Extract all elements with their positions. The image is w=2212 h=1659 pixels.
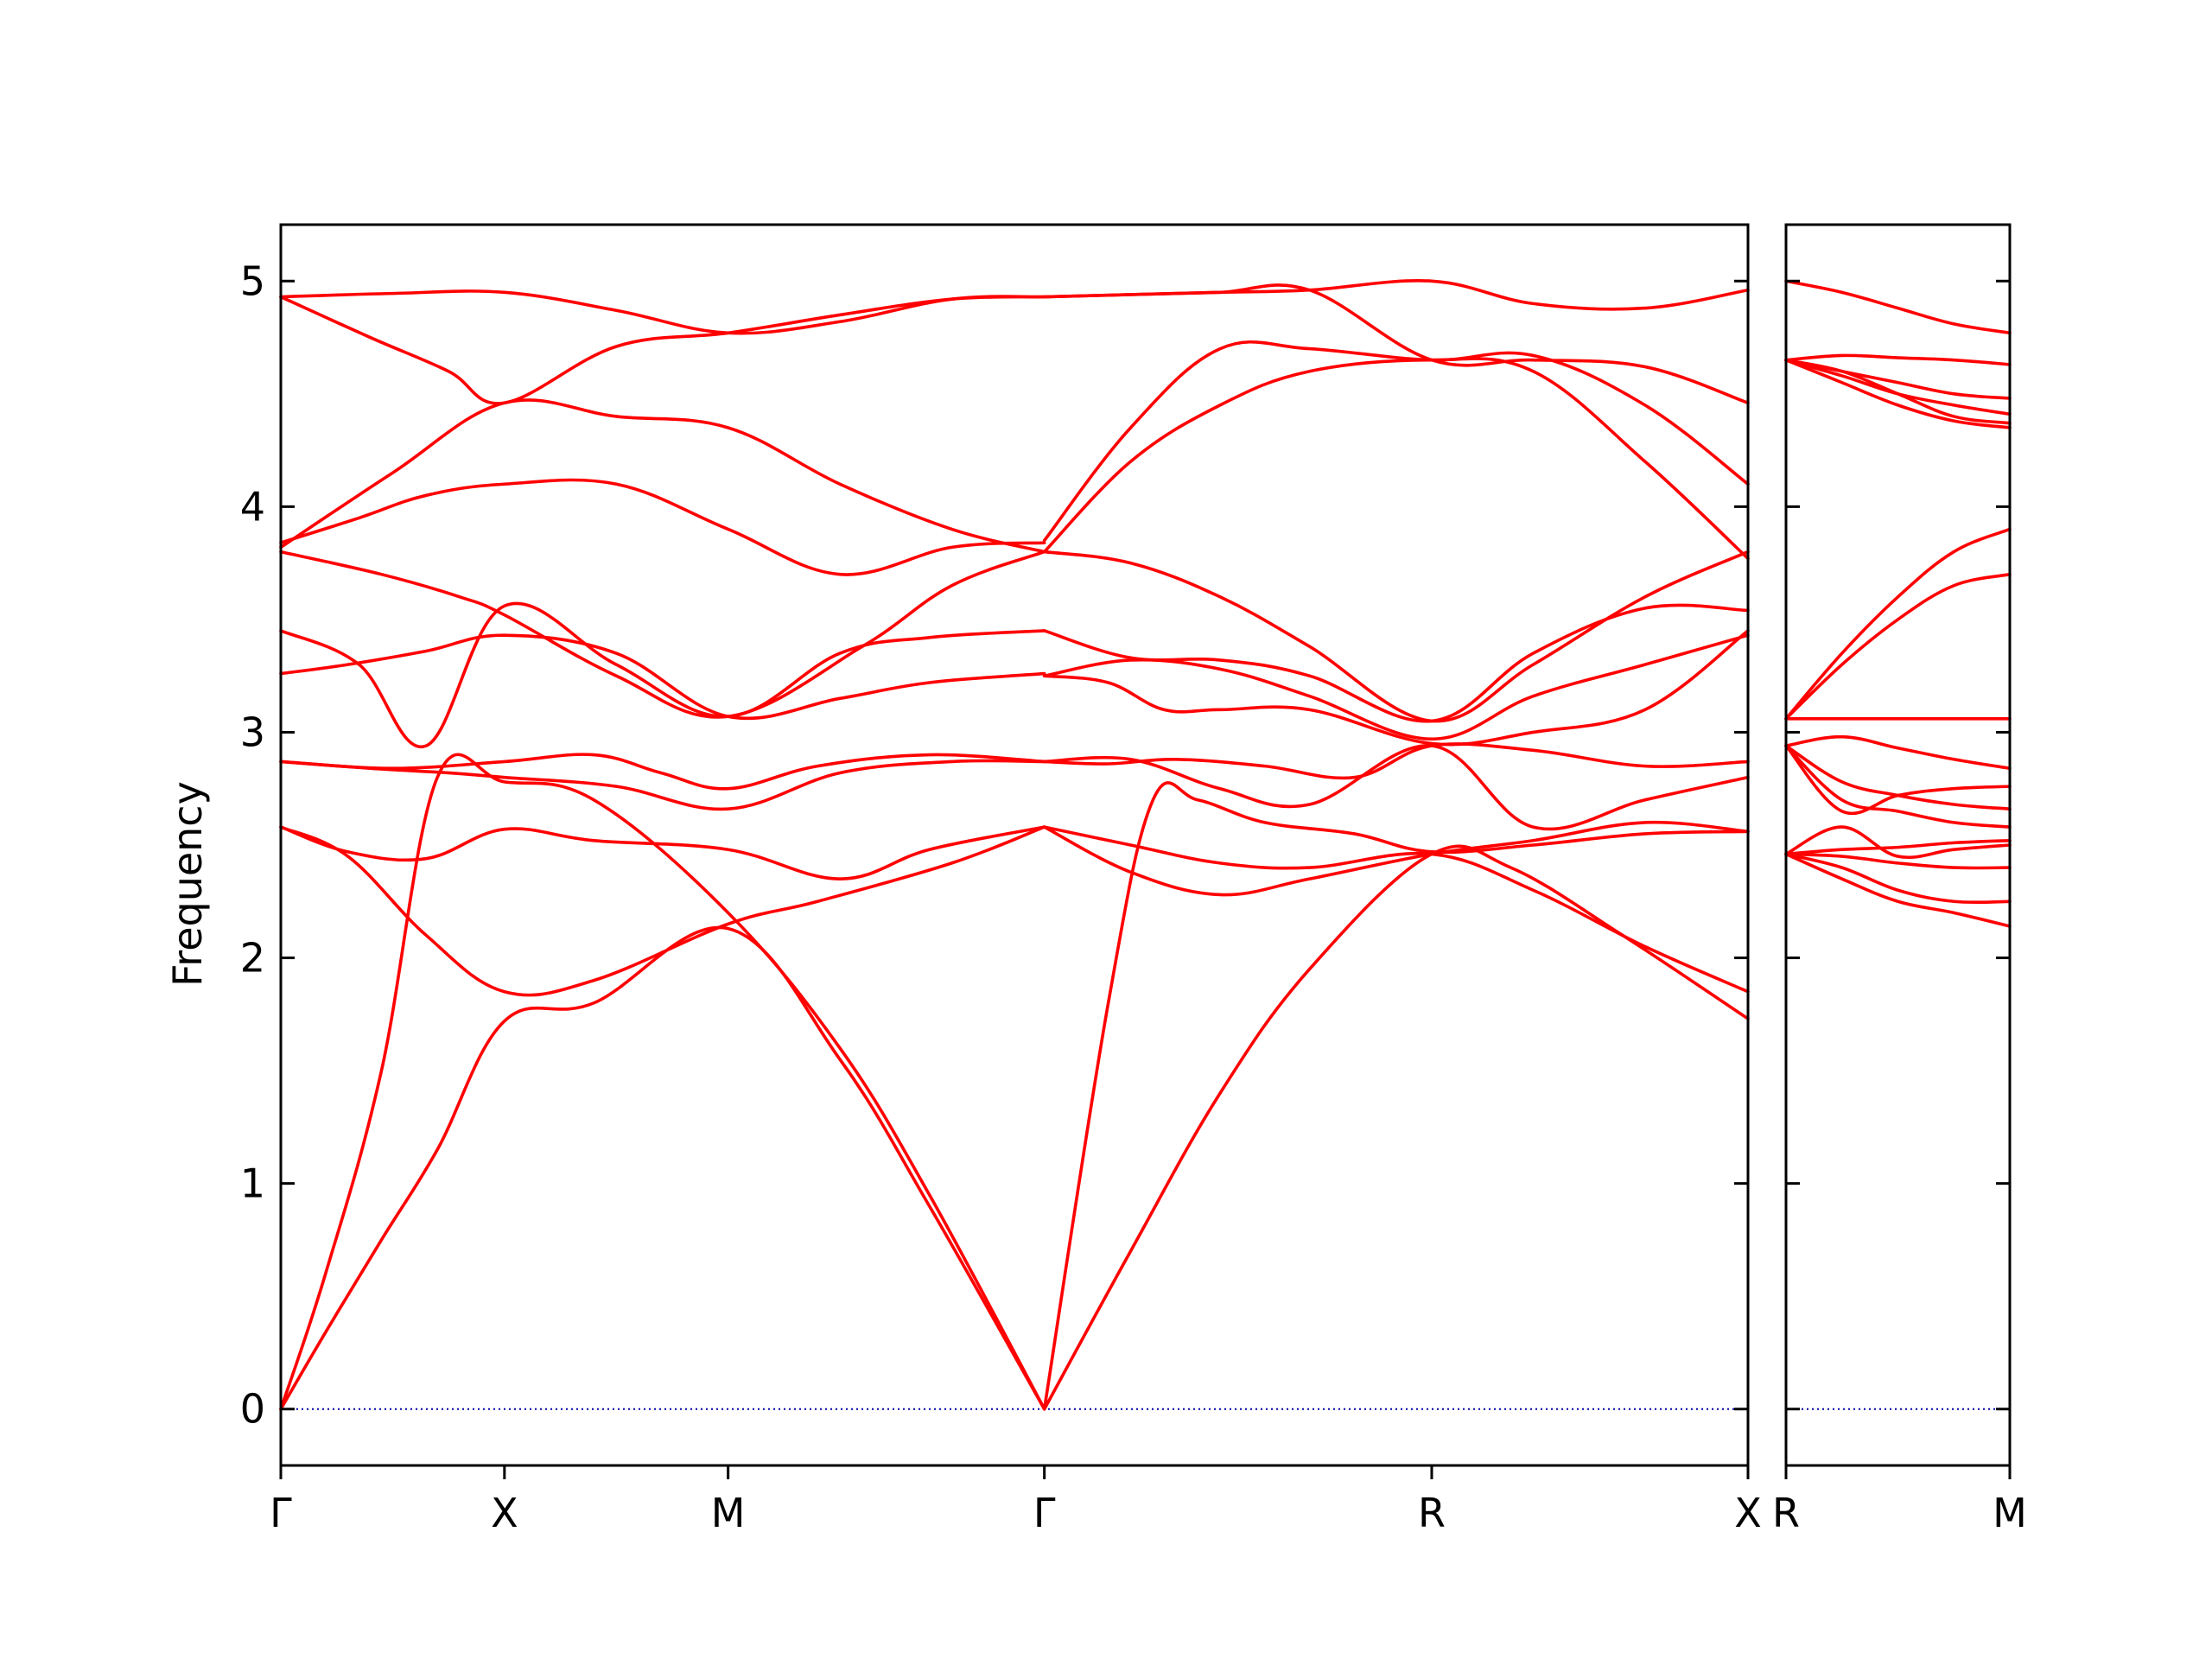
band-line-12 xyxy=(279,295,1046,405)
band-line-22 xyxy=(1042,603,1750,723)
band-line-9 xyxy=(1784,734,2012,771)
band-line-19 xyxy=(1042,742,1750,780)
band-line-16 xyxy=(1042,825,1750,994)
band-line-25 xyxy=(1042,357,1750,561)
band-line-27 xyxy=(1042,279,1750,311)
y-tick-label: 0 xyxy=(240,1386,265,1433)
band-line-14 xyxy=(1042,844,1750,1411)
band-line-11 xyxy=(279,398,1046,554)
band-line-16 xyxy=(1784,358,2012,400)
band-line-2 xyxy=(279,753,1046,1411)
band-line-20 xyxy=(1042,629,1750,747)
y-tick-label: 4 xyxy=(240,483,265,530)
band-line-15 xyxy=(1042,781,1750,1411)
band-line-3 xyxy=(279,825,1046,880)
band-line-2 xyxy=(1784,852,2012,905)
y-tick-label: 2 xyxy=(240,935,265,982)
x-tick-label: Γ xyxy=(1033,1490,1056,1536)
band-line-15 xyxy=(1784,358,2012,416)
band-line-4 xyxy=(1784,838,2012,856)
band-line-23 xyxy=(1042,550,1750,723)
band-line-9 xyxy=(279,550,1046,719)
x-tick-label: M xyxy=(1993,1490,2027,1536)
band-line-10 xyxy=(279,478,1046,576)
x-tick-label: R xyxy=(1418,1490,1446,1536)
band-line-17 xyxy=(1042,820,1750,897)
y-axis-label: Frequency xyxy=(164,781,211,987)
band-line-12 xyxy=(1784,527,2012,721)
panel-frame xyxy=(279,223,1750,1467)
band-line-18 xyxy=(1784,279,2012,335)
x-tick-label: M xyxy=(711,1490,746,1536)
band-line-1 xyxy=(1784,852,2012,928)
y-tick-label: 3 xyxy=(240,709,265,755)
band-line-4 xyxy=(279,825,1046,997)
band-line-8 xyxy=(1784,744,2012,811)
x-tick-label: Γ xyxy=(270,1490,292,1536)
band-line-7 xyxy=(279,633,1046,721)
x-tick-label: X xyxy=(1734,1490,1762,1536)
band-line-11 xyxy=(1784,572,2012,721)
band-line-17 xyxy=(1784,353,2012,366)
main-band-panel: 0 1 2 3 4 5 Γ X M Γ R X xyxy=(240,223,1762,1536)
band-line-13 xyxy=(1784,358,2012,429)
x-tick-label: X xyxy=(491,1490,518,1536)
band-line-1 xyxy=(279,925,1046,1411)
y-tick-label: 5 xyxy=(240,257,265,304)
band-line-3 xyxy=(1784,852,2012,870)
band-line-8 xyxy=(279,601,1046,749)
band-line-18 xyxy=(1042,744,1750,831)
band-line-13 xyxy=(279,289,1046,335)
band-line-5 xyxy=(1784,825,2012,860)
band-line-6 xyxy=(1784,744,2012,829)
band-line-24 xyxy=(1042,340,1750,543)
band-line-5 xyxy=(279,759,1046,811)
y-tick-label: 1 xyxy=(240,1160,265,1207)
band-line-6 xyxy=(279,753,1046,791)
x-tick-label: R xyxy=(1772,1490,1800,1536)
panel-frame xyxy=(1784,223,2012,1467)
